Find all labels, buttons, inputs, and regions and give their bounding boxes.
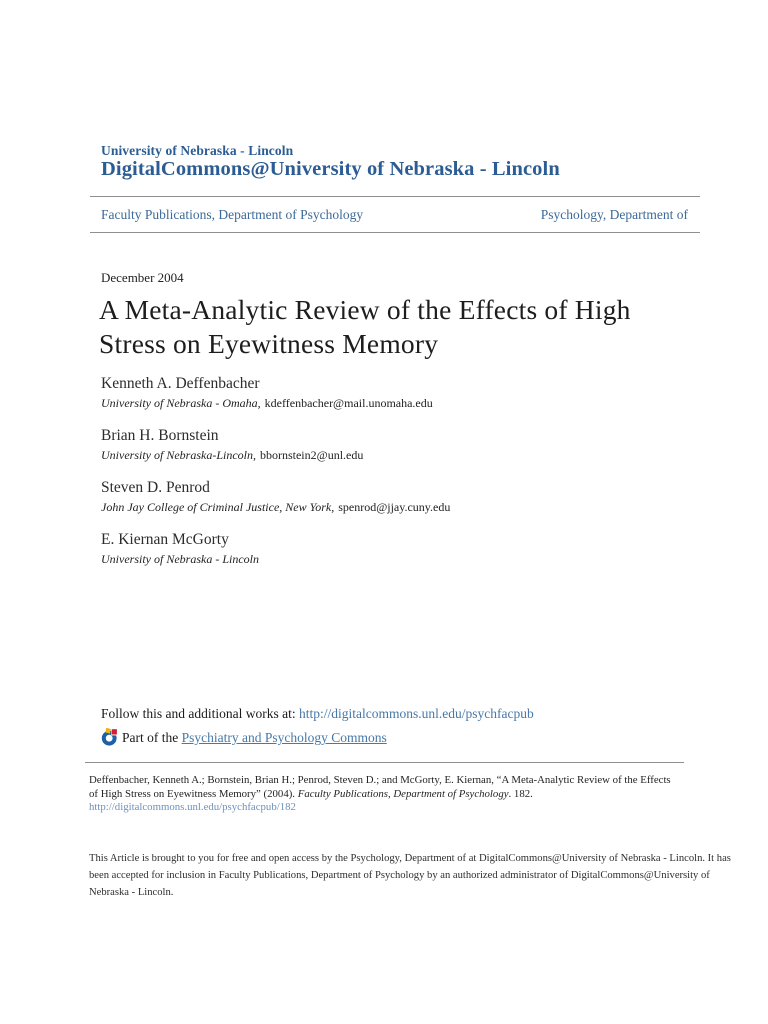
citation-journal: Faculty Publications, Department of Psyc… — [297, 787, 509, 800]
collection-link[interactable]: Faculty Publications, Department of Psyc… — [101, 207, 364, 222]
author-affiliation: University of Nebraska-Lincoln, — [101, 448, 256, 462]
part-of-line: Part of the Psychiatry and Psychology Co… — [101, 727, 387, 750]
author-name: Kenneth A. Deffenbacher — [101, 375, 260, 392]
header-subrow: Faculty Publications, Department of Psyc… — [101, 207, 688, 223]
author-block: E. Kiernan McGorty University of Nebrask… — [101, 530, 450, 582]
department-link[interactable]: Psychology, Department of — [540, 207, 688, 222]
repository-title-link[interactable]: DigitalCommons@University of Nebraska - … — [101, 158, 560, 180]
header-divider-bottom — [90, 232, 700, 233]
author-affiliation-line: University of Nebraska - Omaha, kdeffenba… — [101, 395, 450, 411]
footer-note-line1: This Article is brought to you for free … — [89, 853, 731, 864]
footer-note-line2: been accepted for inclusion in Faculty P… — [89, 870, 710, 881]
author-email: bbornstein2@unl.edu — [259, 448, 364, 462]
follow-works-link[interactable]: http://digitalcommons.unl.edu/psychfacpu… — [299, 706, 534, 721]
author-affiliation: University of Nebraska - Omaha, — [101, 396, 261, 410]
citation: Deffenbacher, Kenneth A.; Bornstein, Bri… — [89, 774, 671, 815]
author-name: Steven D. Penrod — [101, 479, 210, 496]
author-block: Kenneth A. Deffenbacher University of Ne… — [101, 374, 450, 426]
author-email: spenrod@jjay.cuny.edu — [338, 500, 451, 514]
author-affiliation-line: University of Nebraska-Lincoln, bbornstei… — [101, 447, 450, 463]
follow-works-line: Follow this and additional works at: htt… — [101, 706, 534, 722]
author-name: Brian H. Bornstein — [101, 427, 219, 444]
citation-divider — [85, 762, 684, 763]
part-of-label: Part of the — [122, 730, 182, 745]
institution-link[interactable]: University of Nebraska - Lincoln — [101, 143, 294, 158]
author-affiliation-line: John Jay College of Criminal Justice, Ne… — [101, 499, 450, 515]
author-block: Steven D. Penrod John Jay College of Cri… — [101, 478, 450, 530]
footer-note: This Article is brought to you for free … — [89, 850, 731, 901]
publication-date: December 2004 — [101, 270, 184, 285]
citation-line2: of High Stress on Eyewitness Memory” (20… — [89, 788, 671, 802]
footer-note-line3: Nebraska - Lincoln. — [89, 887, 174, 898]
follow-works-label: Follow this and additional works at: — [101, 706, 299, 721]
author-name: E. Kiernan McGorty — [101, 531, 229, 548]
citation-link[interactable]: http://digitalcommons.unl.edu/psychfacpu… — [89, 801, 296, 813]
article-title-line2: Stress on Eyewitness Memory — [99, 328, 439, 359]
author-affiliation: John Jay College of Criminal Justice, Ne… — [101, 500, 335, 514]
author-list: Kenneth A. Deffenbacher University of Ne… — [101, 374, 450, 582]
digital-commons-network-icon — [101, 727, 118, 750]
header-divider-top — [90, 196, 700, 197]
citation-line2-text: of High Stress on Eyewitness Memory” (20… — [89, 787, 298, 800]
author-affiliation: University of Nebraska - Lincoln — [101, 552, 259, 566]
author-affiliation-line: University of Nebraska - Lincoln — [101, 551, 450, 567]
commons-category-link[interactable]: Psychiatry and Psychology Commons — [181, 730, 387, 745]
author-email: kdeffenbacher@mail.unomaha.edu — [264, 396, 433, 410]
citation-number: . 182. — [508, 787, 533, 800]
article-title: A Meta-Analytic Review of the Effects of… — [99, 293, 631, 361]
author-block: Brian H. Bornstein University of Nebrask… — [101, 426, 450, 478]
article-title-line1: A Meta-Analytic Review of the Effects of… — [99, 294, 631, 325]
citation-line1: Deffenbacher, Kenneth A.; Bornstein, Bri… — [89, 774, 671, 786]
